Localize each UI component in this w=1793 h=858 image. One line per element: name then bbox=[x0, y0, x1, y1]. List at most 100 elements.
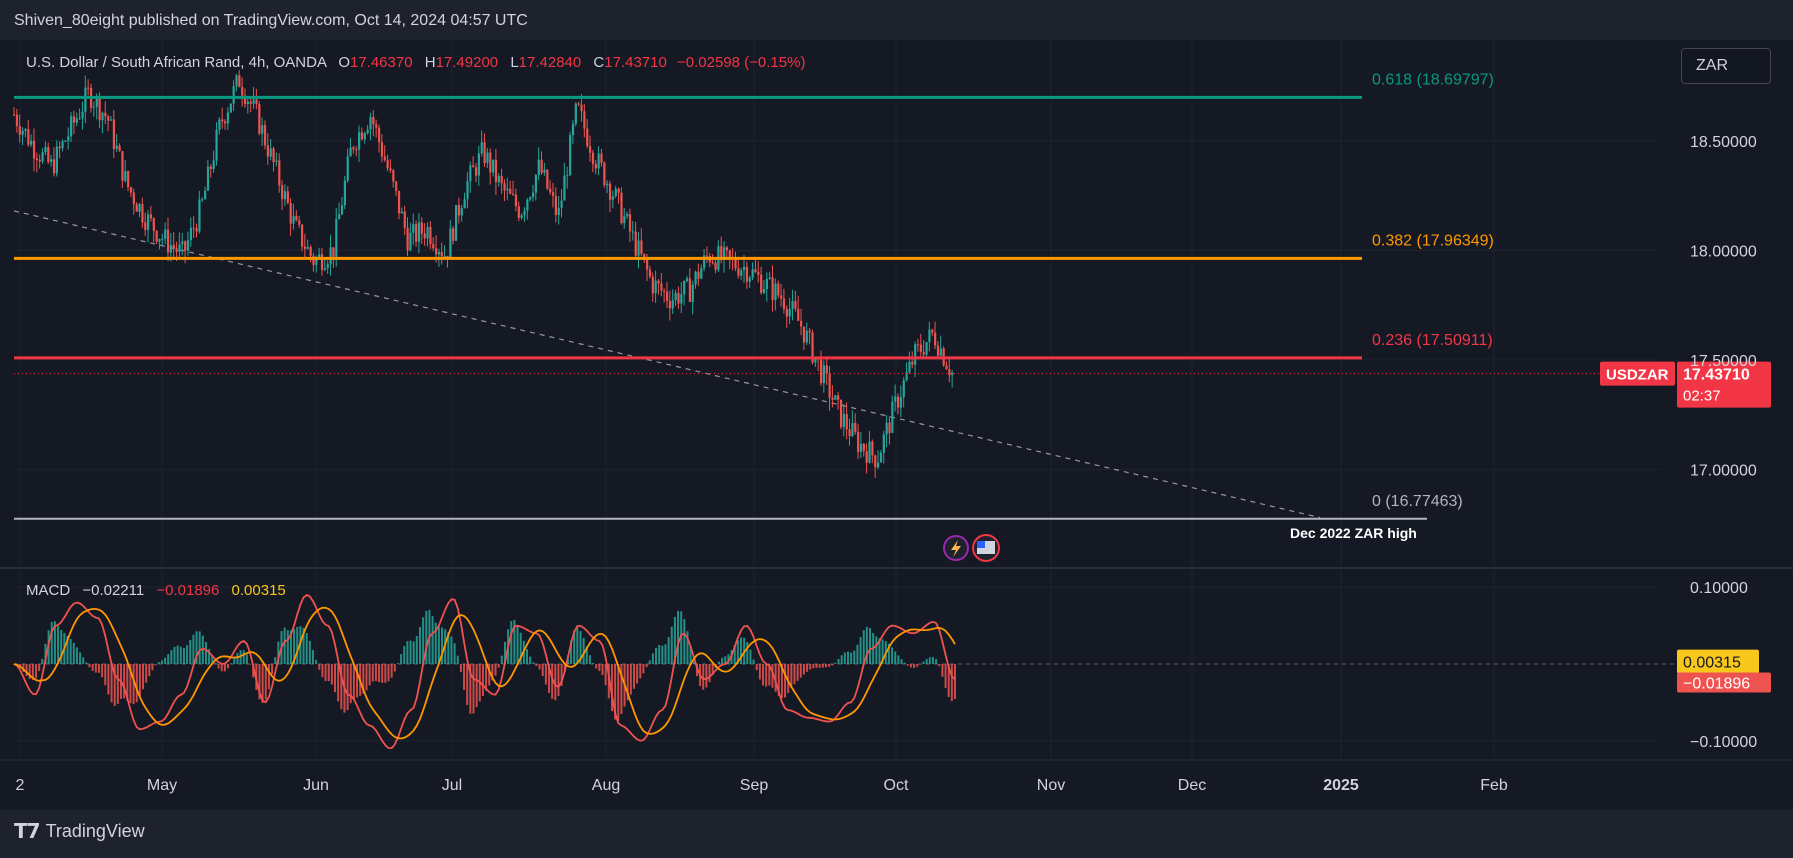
histogram-bar bbox=[365, 664, 368, 691]
histogram-bar bbox=[900, 659, 903, 664]
histogram-bar bbox=[809, 664, 812, 670]
candle-body bbox=[865, 451, 868, 463]
candle-body bbox=[569, 135, 572, 176]
high-value: 17.49200 bbox=[435, 54, 499, 71]
candle-body bbox=[902, 380, 905, 398]
candle-body bbox=[18, 125, 21, 135]
signal-line bbox=[13, 606, 956, 740]
histogram-bar bbox=[274, 657, 277, 664]
candle-body bbox=[161, 238, 164, 240]
histogram-bar bbox=[846, 651, 849, 664]
histogram-bar bbox=[475, 664, 478, 708]
histogram-value: 0.00315 bbox=[231, 582, 286, 599]
candle-body bbox=[891, 401, 894, 433]
candle-body bbox=[948, 369, 951, 376]
histogram-bar bbox=[406, 641, 409, 664]
histogram-bar bbox=[371, 664, 374, 682]
candle-body bbox=[665, 291, 669, 301]
candle-body bbox=[266, 145, 269, 157]
candle-body bbox=[882, 434, 885, 453]
candle-body bbox=[332, 247, 335, 257]
tradingview-logo[interactable]: 𝗧𝟳 TradingView bbox=[14, 819, 145, 844]
candle-body bbox=[549, 188, 552, 193]
histogram-bar bbox=[629, 664, 632, 695]
histogram-bar bbox=[249, 664, 252, 665]
candle-body bbox=[81, 111, 84, 119]
histogram-bar bbox=[620, 664, 623, 715]
histogram-bar bbox=[145, 664, 148, 683]
histogram-bar bbox=[186, 645, 189, 664]
candle-body bbox=[301, 224, 304, 247]
histogram-bar bbox=[497, 664, 500, 668]
histogram-bar bbox=[374, 664, 377, 682]
candle-body bbox=[395, 181, 398, 191]
histogram-bar bbox=[110, 664, 113, 703]
candle-body bbox=[936, 345, 940, 356]
y-tick-label: 18.50000 bbox=[1690, 134, 1757, 151]
candle-body bbox=[594, 163, 597, 169]
candle-body bbox=[375, 124, 378, 128]
histogram-bar bbox=[944, 664, 947, 688]
candle-body bbox=[30, 140, 33, 145]
candle-body bbox=[221, 119, 224, 122]
candle-body bbox=[232, 86, 235, 104]
histogram-bar bbox=[283, 627, 286, 664]
low-value: 17.42840 bbox=[518, 54, 582, 71]
macd-line bbox=[13, 593, 956, 750]
macd-legend[interactable]: MACD −0.02211 −0.01896 0.00315 bbox=[26, 582, 286, 599]
histogram-bar bbox=[919, 664, 922, 665]
histogram-bar bbox=[245, 654, 248, 664]
histogram-bar bbox=[733, 644, 736, 664]
histogram-bar bbox=[204, 641, 207, 664]
histogram-bar bbox=[104, 664, 107, 686]
currency-selector[interactable]: ZAR bbox=[1681, 48, 1771, 84]
symbol-badge bbox=[1600, 361, 1675, 386]
candle-body bbox=[298, 220, 301, 225]
candle-body bbox=[98, 97, 101, 121]
candle-body bbox=[714, 262, 717, 270]
lightning-glyph bbox=[951, 540, 961, 557]
histogram-bar bbox=[157, 662, 160, 664]
candle-body bbox=[27, 128, 30, 145]
candle-body bbox=[412, 224, 415, 233]
histogram-bar bbox=[831, 664, 834, 666]
candle-body bbox=[888, 422, 891, 433]
histogram-bar bbox=[551, 664, 554, 699]
histogram-bar bbox=[321, 664, 324, 678]
y-tick-label: 17.50000 bbox=[1690, 353, 1757, 370]
candle-body bbox=[238, 75, 241, 87]
candle-body bbox=[249, 101, 252, 104]
histogram-bar bbox=[903, 662, 906, 664]
candle-body bbox=[819, 359, 823, 384]
histogram-bar bbox=[289, 630, 292, 664]
candle-body bbox=[879, 452, 883, 463]
histogram-bar bbox=[41, 659, 44, 664]
histogram-bar bbox=[570, 640, 573, 664]
candle-body bbox=[198, 199, 201, 232]
candle-body bbox=[740, 270, 743, 276]
candle-body bbox=[939, 348, 942, 356]
candle-body bbox=[802, 326, 806, 343]
candle-body bbox=[369, 116, 372, 130]
histogram-bar bbox=[513, 619, 516, 664]
candle-body bbox=[452, 228, 455, 241]
symbol-badge-label: USDZAR bbox=[1606, 367, 1669, 384]
histogram-bar bbox=[126, 664, 129, 701]
histogram-bar bbox=[601, 664, 604, 676]
candle-body bbox=[192, 227, 195, 229]
candle-body bbox=[828, 373, 831, 398]
histogram-bar bbox=[277, 641, 280, 664]
candle-body bbox=[87, 87, 90, 89]
histogram-bar bbox=[192, 634, 195, 664]
histogram-bar bbox=[179, 646, 182, 664]
candle-body bbox=[831, 397, 834, 400]
candle-body bbox=[631, 231, 634, 233]
histogram-bar bbox=[494, 664, 497, 676]
candle-body bbox=[951, 372, 954, 376]
histogram-bar bbox=[906, 664, 909, 666]
candle-body bbox=[777, 283, 780, 296]
symbol-legend[interactable]: U.S. Dollar / South African Rand, 4h, OA… bbox=[26, 54, 805, 71]
candle-body bbox=[611, 196, 615, 200]
candle-body bbox=[329, 247, 332, 265]
